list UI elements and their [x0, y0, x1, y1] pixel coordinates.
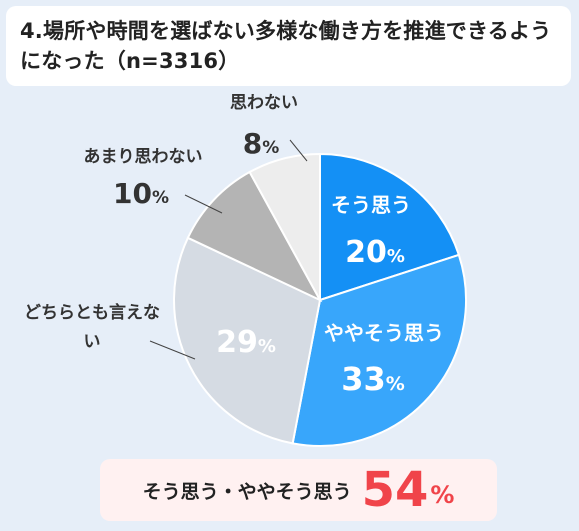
slice-label: どちらとも言えな	[24, 302, 160, 323]
slice-value: 10%	[113, 177, 169, 210]
slice-label: そう思う	[331, 193, 411, 217]
leader-line	[149, 340, 196, 360]
pie-slice	[248, 152, 321, 301]
summary-value: 54	[361, 462, 429, 518]
slice-value: 8%	[243, 127, 280, 160]
slice-value: 20%	[345, 235, 405, 270]
slice-value: 29%	[216, 325, 276, 360]
slice-label: い	[84, 332, 101, 352]
slice-value: 33%	[341, 360, 405, 398]
pie-slice	[319, 152, 461, 302]
slice-label: あまり思わない	[84, 147, 203, 167]
summary-box: そう思う・ややそう思う 54 %	[100, 459, 497, 521]
pie-slice	[186, 170, 323, 303]
leader-line	[289, 139, 308, 162]
slice-label: 思わない	[230, 93, 298, 113]
title-box: 4.場所や時間を選ばない多様な働き方を推進できるようになった（n=3316）	[6, 6, 571, 86]
slice-label: ややそう思う	[324, 321, 444, 345]
leader-line	[184, 194, 223, 214]
summary-label: そう思う・ややそう思う	[142, 480, 352, 503]
pie-slice	[173, 236, 322, 445]
pie-slice	[291, 253, 467, 447]
chart-title: 4.場所や時間を選ばない多様な働き方を推進できるようになった（n=3316）	[20, 19, 552, 73]
summary-unit: %	[430, 481, 455, 509]
